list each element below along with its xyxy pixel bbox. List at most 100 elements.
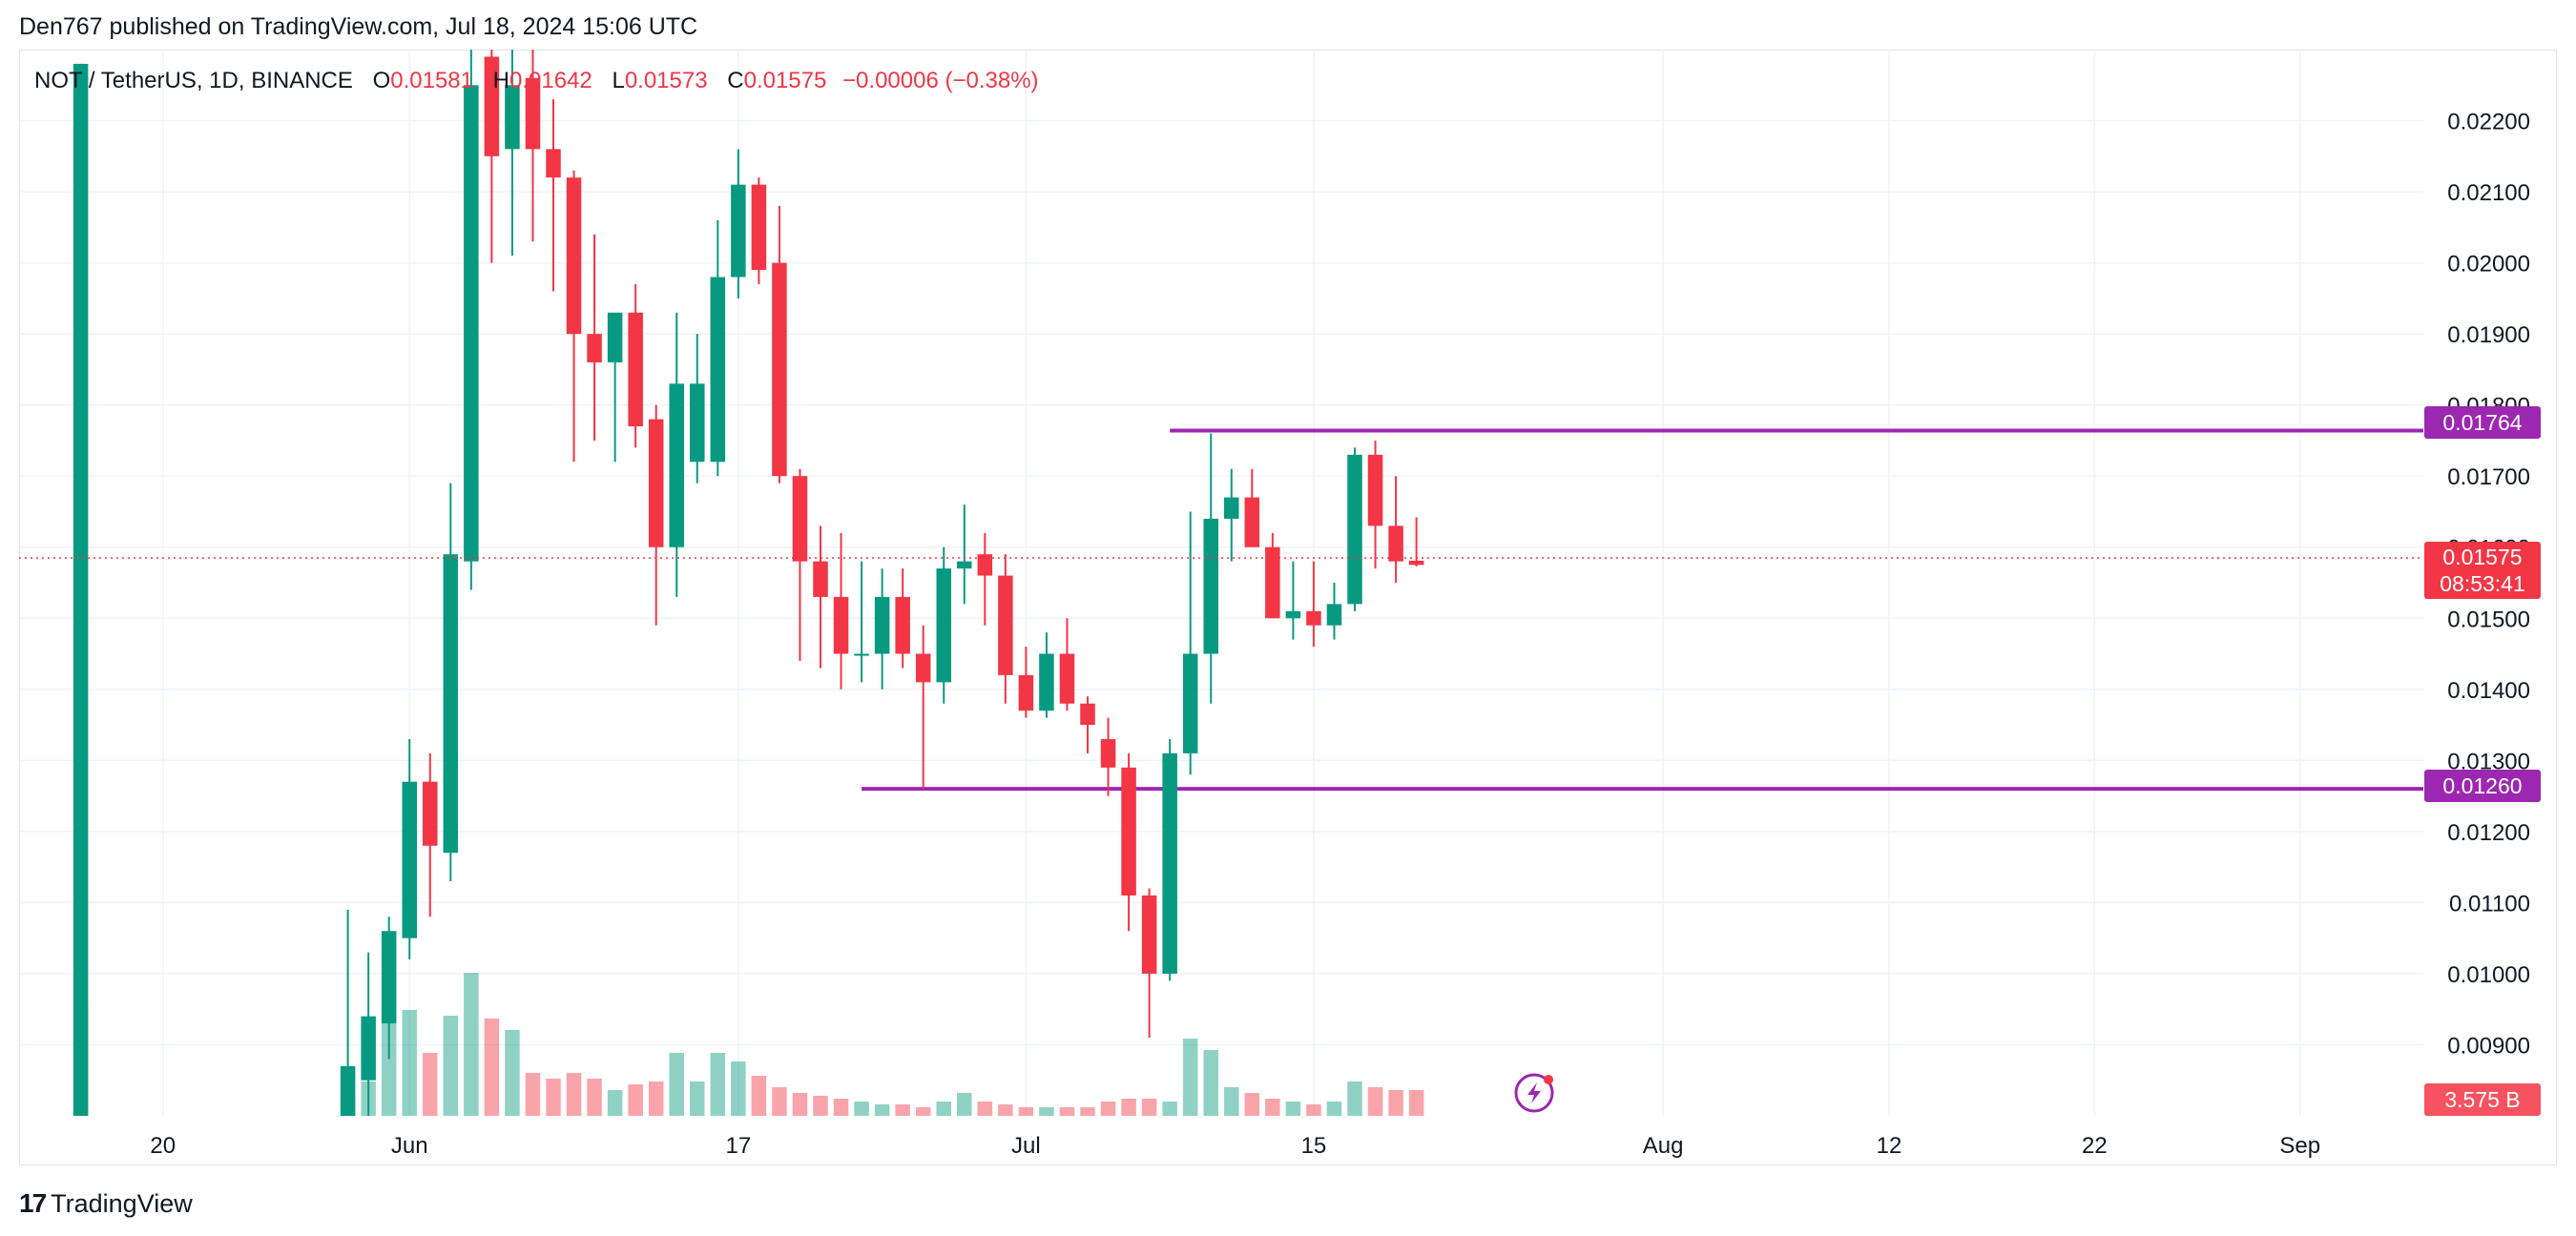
candle-body[interactable] <box>710 277 726 463</box>
candle-body[interactable] <box>566 177 582 335</box>
brand-name: TradingView <box>51 1188 193 1218</box>
candle-body[interactable] <box>669 383 684 547</box>
candle-body[interactable] <box>977 554 993 576</box>
volume-bar <box>443 1016 459 1116</box>
time-tick-label: 12 <box>1877 1133 1902 1159</box>
candle-body[interactable] <box>1039 653 1054 711</box>
price-tick-label: 0.01000 <box>2447 962 2530 988</box>
candle-body[interactable] <box>1306 610 1321 626</box>
candle-body[interactable] <box>1162 752 1177 974</box>
candle-body[interactable] <box>505 85 520 150</box>
candle-body[interactable] <box>1018 674 1034 711</box>
tradingview-footer[interactable]: 17 TradingView <box>19 1188 193 1219</box>
volume-bar <box>525 1073 541 1116</box>
candle-body[interactable] <box>772 262 787 477</box>
volume-bar <box>710 1053 726 1116</box>
candle-body[interactable] <box>1182 653 1198 753</box>
level-tag-upper[interactable]: 0.01764 <box>2424 406 2541 439</box>
current-price-tag[interactable]: 0.01575 08:53:41 <box>2424 542 2541 599</box>
candle-body[interactable] <box>443 554 459 854</box>
candle-body[interactable] <box>690 383 705 463</box>
volume-bar <box>587 1079 602 1116</box>
candle-body[interactable] <box>1388 525 1403 562</box>
candle-body[interactable] <box>854 653 869 656</box>
candle-body[interactable] <box>1224 497 1239 519</box>
time-axis[interactable]: 20 Jun 17 Jul 15 Aug 12 22 Sep <box>150 1133 2320 1159</box>
candle-body[interactable] <box>546 149 561 178</box>
candle-body[interactable] <box>1059 653 1075 704</box>
candle-body[interactable] <box>607 312 623 362</box>
symbol-legend[interactable]: NOT / TetherUS, 1D, BINANCE O0.01581 H0.… <box>34 68 1039 94</box>
volume-bar <box>1388 1090 1403 1116</box>
candlesticks[interactable] <box>73 50 1424 1117</box>
price-tick-label: 0.02100 <box>2447 180 2530 206</box>
candle-body[interactable] <box>1347 454 1362 605</box>
candle-body[interactable] <box>1203 518 1218 654</box>
price-tick-label: 0.01200 <box>2447 820 2530 846</box>
tradingview-logo-icon[interactable]: 17 <box>19 1188 47 1218</box>
candle-body[interactable] <box>813 561 828 597</box>
level-tag-lower[interactable]: 0.01260 <box>2424 770 2541 802</box>
publisher-note: Den767 published on TradingView.com, Jul… <box>19 13 698 40</box>
candle-body[interactable] <box>895 596 910 654</box>
candle-body[interactable] <box>1367 454 1383 526</box>
volume-bar <box>607 1090 623 1116</box>
price-tick-label: 0.01900 <box>2447 322 2530 348</box>
candle-body[interactable] <box>73 63 89 1117</box>
close-value: 0.01575 <box>743 68 827 93</box>
volume-bar <box>772 1087 787 1116</box>
open-value: 0.01581 <box>390 68 473 93</box>
volume-bar <box>1039 1107 1054 1116</box>
volume-bar <box>484 1019 500 1116</box>
candle-body[interactable] <box>874 596 890 654</box>
volume-bar <box>1141 1099 1157 1116</box>
volume-bar <box>1018 1107 1034 1116</box>
candle-body[interactable] <box>998 575 1013 675</box>
candle-body[interactable] <box>1100 738 1116 768</box>
candle-body[interactable] <box>1408 560 1424 566</box>
candle-body[interactable] <box>751 184 767 271</box>
candle-body[interactable] <box>340 1065 356 1116</box>
candle-body[interactable] <box>1121 767 1136 896</box>
candle-body[interactable] <box>731 184 746 278</box>
time-tick-label: Jul <box>1011 1133 1041 1159</box>
high-label: H <box>492 68 510 93</box>
candle-body[interactable] <box>1244 497 1260 547</box>
candle-body[interactable] <box>628 312 643 427</box>
candle-body[interactable] <box>957 561 972 569</box>
candle-body[interactable] <box>1285 610 1301 619</box>
volume-bar <box>957 1093 972 1116</box>
candle-body[interactable] <box>936 568 951 683</box>
volume-bar <box>423 1053 438 1116</box>
symbol-name[interactable]: NOT / TetherUS, 1D, BINANCE <box>34 68 353 93</box>
volume-bar <box>1182 1039 1198 1116</box>
chart-frame[interactable] <box>19 50 2557 1165</box>
candle-body[interactable] <box>525 77 541 150</box>
volume-bar <box>792 1093 808 1116</box>
bar-countdown: 08:53:41 <box>2440 571 2525 596</box>
chart-grid <box>19 50 2423 1116</box>
candle-body[interactable] <box>1080 703 1095 726</box>
candle-body[interactable] <box>381 931 397 1024</box>
candle-body[interactable] <box>423 781 438 846</box>
volume-bar <box>936 1102 951 1116</box>
candle-body[interactable] <box>1141 895 1157 974</box>
candle-body[interactable] <box>792 476 808 562</box>
candle-body[interactable] <box>915 653 931 683</box>
candle-body[interactable] <box>1265 546 1280 619</box>
volume-bar <box>915 1107 931 1116</box>
candle-body[interactable] <box>587 334 602 362</box>
candle-body[interactable] <box>1326 604 1342 626</box>
candle-body[interactable] <box>833 596 849 654</box>
price-tick-label: 0.01500 <box>2447 607 2530 632</box>
volume-bar <box>648 1082 664 1116</box>
candle-body[interactable] <box>484 56 500 156</box>
horizontal-levels[interactable] <box>862 428 2423 792</box>
bolt-icon[interactable] <box>1514 1073 1554 1113</box>
candle-body[interactable] <box>361 1016 376 1081</box>
candle-body[interactable] <box>402 781 417 938</box>
candle-body[interactable] <box>464 85 479 562</box>
candle-body[interactable] <box>648 419 664 547</box>
volume-bar <box>1224 1087 1239 1116</box>
